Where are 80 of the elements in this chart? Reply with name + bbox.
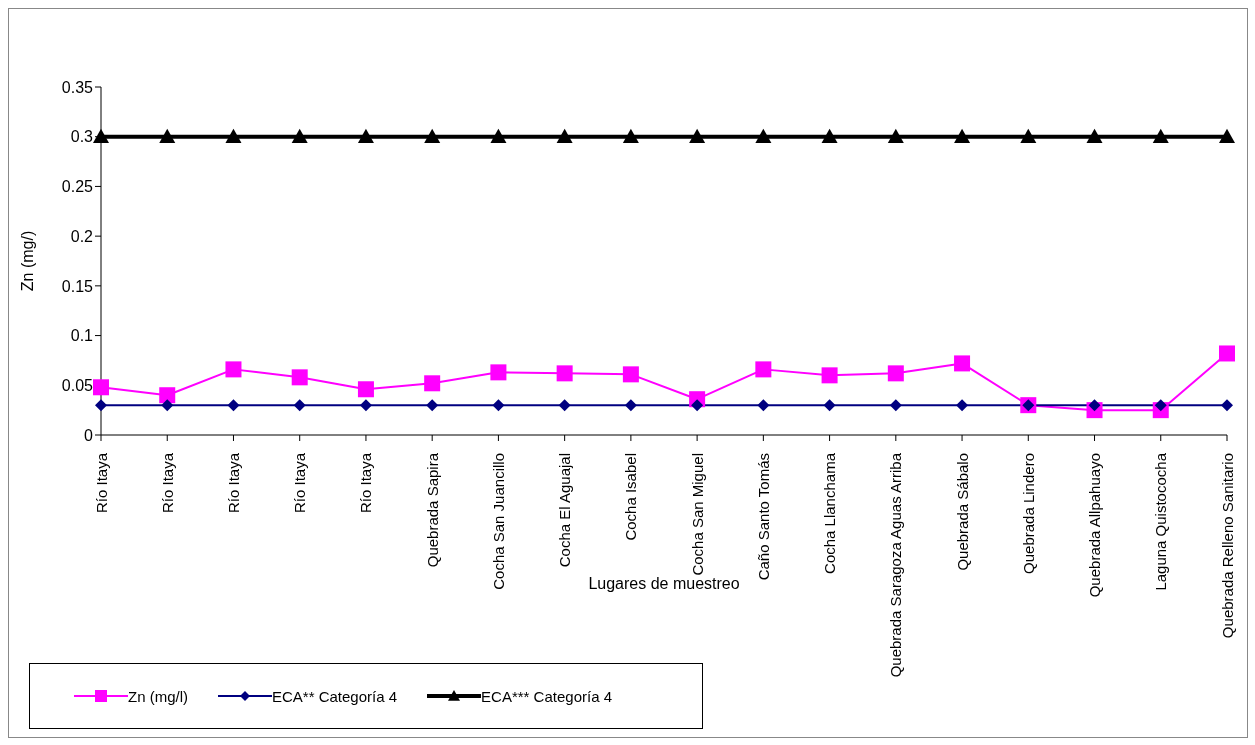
x-tick-label: Quebrada Sapira bbox=[423, 452, 441, 568]
x-tick-label: Cocha El Aguajal bbox=[556, 453, 574, 568]
x-tick-label: Quebrada Sábalo bbox=[953, 453, 971, 571]
point bbox=[161, 399, 174, 412]
x-tick-label: Quebrada Relleno Sanitario bbox=[1218, 453, 1236, 639]
point bbox=[624, 399, 637, 412]
point bbox=[1221, 399, 1233, 412]
point bbox=[691, 399, 704, 412]
x-tick-label: Laguna Quistococha bbox=[1152, 452, 1170, 591]
point bbox=[357, 381, 374, 398]
point bbox=[490, 128, 507, 144]
point bbox=[225, 361, 242, 378]
point bbox=[1154, 399, 1167, 412]
point bbox=[357, 128, 374, 144]
point bbox=[490, 364, 507, 381]
y-tick-label: 0.05 bbox=[61, 376, 94, 394]
y-axis-title: Zn (mg/) bbox=[18, 230, 36, 292]
point bbox=[689, 128, 706, 144]
point bbox=[1152, 128, 1169, 144]
point bbox=[492, 399, 505, 412]
point bbox=[954, 128, 971, 144]
x-tick-label: Quebrada Saragoza Aguas Arriba bbox=[887, 452, 905, 678]
point bbox=[887, 128, 904, 144]
point bbox=[1219, 345, 1235, 362]
x-tick-label: Quebrada Allpahuayo bbox=[1086, 453, 1104, 598]
point bbox=[424, 375, 441, 392]
point bbox=[159, 387, 176, 404]
point bbox=[755, 361, 772, 378]
y-tick-label: 0.15 bbox=[61, 277, 94, 295]
x-tick-label: Cocha San Juancillo bbox=[489, 453, 507, 590]
y-tick-label: 0.25 bbox=[61, 178, 94, 196]
point bbox=[426, 399, 439, 412]
point bbox=[1219, 128, 1235, 144]
point bbox=[887, 365, 904, 382]
y-tick-label: 0.35 bbox=[61, 78, 94, 96]
point bbox=[889, 399, 902, 412]
point bbox=[558, 399, 571, 412]
y-tick-label: 0.3 bbox=[70, 128, 94, 146]
x-tick-label: Río Itaya bbox=[291, 452, 309, 514]
point bbox=[823, 399, 836, 412]
x-tick-label: Caño Santo Tomás bbox=[754, 453, 772, 581]
point bbox=[954, 355, 971, 372]
point bbox=[757, 399, 770, 412]
point bbox=[755, 128, 772, 144]
point bbox=[293, 399, 306, 412]
point bbox=[556, 128, 573, 144]
legend-label: ECA** Categoría 4 bbox=[272, 687, 398, 705]
point bbox=[225, 128, 242, 144]
legend-label: Zn (mg/l) bbox=[128, 687, 188, 705]
point bbox=[956, 399, 969, 412]
x-tick-label: Río Itaya bbox=[92, 452, 110, 514]
point bbox=[1088, 399, 1101, 412]
point bbox=[556, 365, 573, 382]
point bbox=[1020, 128, 1037, 144]
point bbox=[291, 128, 308, 144]
point bbox=[227, 399, 240, 412]
point bbox=[821, 128, 838, 144]
point bbox=[622, 366, 639, 383]
point bbox=[821, 367, 838, 384]
point bbox=[622, 128, 639, 144]
x-tick-label: Cocha Llanchama bbox=[821, 452, 839, 574]
x-tick-label: Cocha Isabel bbox=[622, 453, 640, 541]
y-tick-label: 0.1 bbox=[70, 327, 94, 345]
x-tick-label: Cocha San Miguel bbox=[688, 453, 706, 576]
y-tick-label: 0 bbox=[84, 426, 94, 444]
legend-label: ECA*** Categoría 4 bbox=[481, 687, 612, 705]
point bbox=[93, 128, 109, 144]
x-tick-label: Río Itaya bbox=[158, 452, 176, 514]
x-tick-label: Río Itaya bbox=[357, 452, 375, 514]
x-tick-label: Río Itaya bbox=[224, 452, 242, 514]
point bbox=[1086, 128, 1103, 144]
point bbox=[291, 369, 308, 386]
y-tick-label: 0.2 bbox=[70, 227, 94, 245]
point bbox=[159, 128, 176, 144]
x-tick-label: Quebrada Lindero bbox=[1019, 453, 1037, 574]
point bbox=[93, 379, 109, 396]
point bbox=[424, 128, 441, 144]
x-axis-title: Lugares de muestreo bbox=[588, 575, 740, 592]
point bbox=[95, 399, 107, 412]
point bbox=[359, 399, 372, 412]
